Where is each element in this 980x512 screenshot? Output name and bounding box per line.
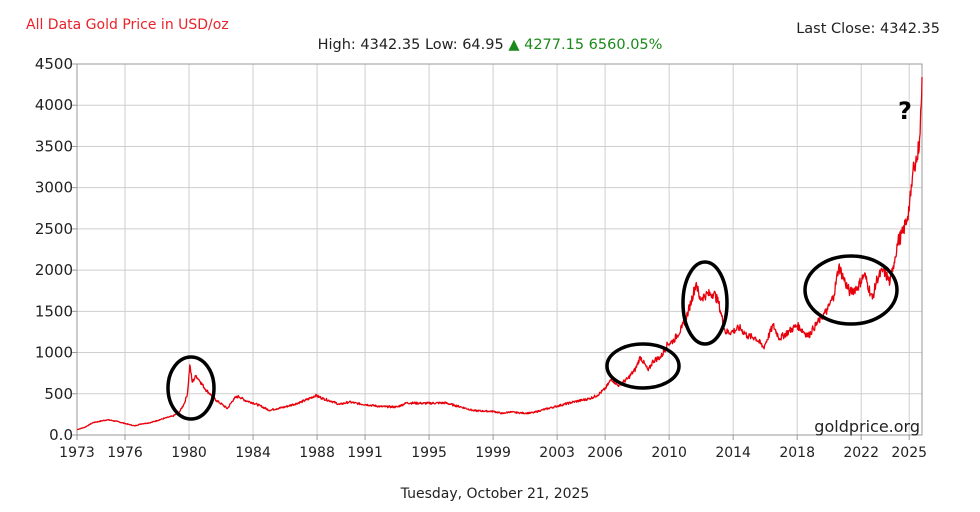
x-tick-label: 2003 <box>539 445 575 461</box>
x-tick-label: 2014 <box>715 445 751 461</box>
price-stats: High: 4342.35 Low: 64.95 ▲ 4277.15 6560.… <box>0 37 980 53</box>
grid-lines <box>76 63 922 436</box>
annotations: ? <box>166 97 912 421</box>
x-axis-ticks: 1973 1976 1980 1984 1988 1991 1995 1999 2003 2006… <box>59 435 927 461</box>
annotation-circle-2011 <box>681 260 729 346</box>
x-tick-label: 1999 <box>475 445 511 461</box>
y-tick-label: 3500 <box>35 137 73 155</box>
annotation-circle-2021 <box>803 254 899 326</box>
x-tick-label: 1973 <box>59 445 95 461</box>
x-tick-label: 1995 <box>411 445 447 461</box>
change-text: 4277.15 6560.05% <box>524 37 663 53</box>
y-tick-label: 4500 <box>35 55 73 73</box>
question-mark-annotation: ? <box>898 97 912 125</box>
y-tick-label: 4000 <box>35 96 73 114</box>
y-axis-ticks: 0.0 500 1000 1500 2000 2500 3000 3500 4000 4500 <box>35 55 77 444</box>
chart-date: Tuesday, October 21, 2025 <box>400 486 590 502</box>
y-tick-label: 2000 <box>35 261 73 279</box>
y-tick-label: 3000 <box>35 179 73 197</box>
x-tick-label: 1984 <box>235 445 271 461</box>
y-tick-label: 2500 <box>35 220 73 238</box>
x-tick-label: 2006 <box>587 445 623 461</box>
y-tick-label: 1000 <box>35 344 73 362</box>
y-tick-label: 1500 <box>35 302 73 320</box>
x-tick-label: 1976 <box>107 445 143 461</box>
y-tick-label: 500 <box>44 385 73 403</box>
last-close-label: Last Close: 4342.35 <box>796 21 940 37</box>
watermark: goldprice.org <box>814 417 920 436</box>
price-line <box>76 76 923 431</box>
y-tick-label: 0.0 <box>49 426 73 444</box>
plot-frame <box>76 63 923 436</box>
up-arrow-icon: ▲ <box>508 37 520 53</box>
x-tick-label: 2022 <box>843 445 879 461</box>
x-tick-label: 2010 <box>651 445 687 461</box>
x-tick-label: 1980 <box>171 445 207 461</box>
x-tick-label: 2018 <box>779 445 815 461</box>
annotation-circle-2008 <box>605 342 681 390</box>
chart-title: All Data Gold Price in USD/oz <box>26 17 229 33</box>
high-low-text: High: 4342.35 Low: 64.95 <box>317 37 504 53</box>
x-tick-label: 1988 <box>299 445 335 461</box>
annotation-circle-1980 <box>166 355 216 421</box>
x-tick-label: 1991 <box>347 445 383 461</box>
x-tick-label: 2025 <box>891 445 927 461</box>
